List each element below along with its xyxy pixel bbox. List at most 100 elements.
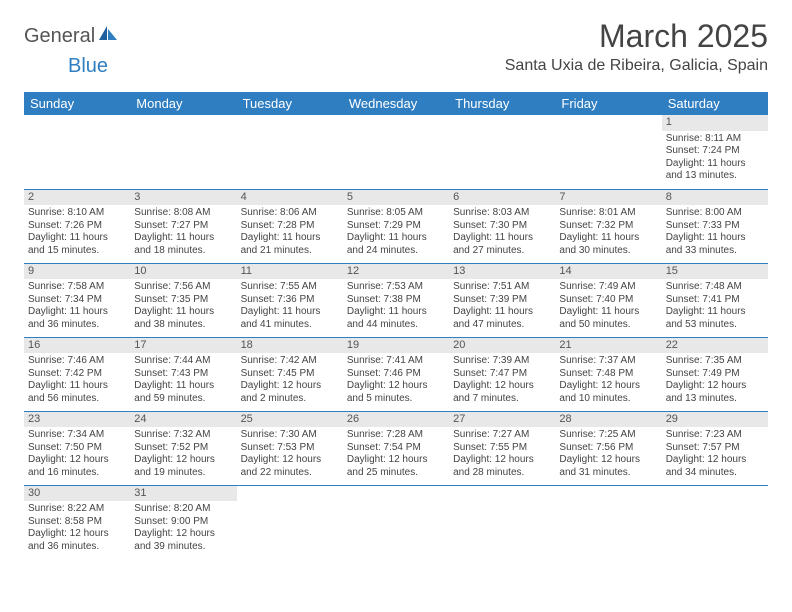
- weekday-header: Tuesday: [237, 92, 343, 115]
- sunrise-text: Sunrise: 8:06 AM: [241, 207, 339, 220]
- daylight-text: and 56 minutes.: [28, 393, 126, 406]
- daylight-text: Daylight: 12 hours: [241, 380, 339, 393]
- calendar-cell: 3Sunrise: 8:08 AMSunset: 7:27 PMDaylight…: [130, 189, 236, 263]
- daylight-text: and 47 minutes.: [453, 319, 551, 332]
- calendar-cell: 29Sunrise: 7:23 AMSunset: 7:57 PMDayligh…: [662, 411, 768, 485]
- daylight-text: Daylight: 11 hours: [559, 232, 657, 245]
- sunset-text: Sunset: 7:42 PM: [28, 368, 126, 381]
- day-number: 10: [130, 264, 236, 280]
- sunrise-text: Sunrise: 7:42 AM: [241, 355, 339, 368]
- day-number: 7: [555, 190, 661, 206]
- day-number: 9: [24, 264, 130, 280]
- sunset-text: Sunset: 7:57 PM: [666, 442, 764, 455]
- daylight-text: and 36 minutes.: [28, 319, 126, 332]
- day-number: 20: [449, 338, 555, 354]
- weekday-header: Friday: [555, 92, 661, 115]
- sunset-text: Sunset: 7:39 PM: [453, 294, 551, 307]
- sunset-text: Sunset: 7:34 PM: [28, 294, 126, 307]
- calendar-row: 16Sunrise: 7:46 AMSunset: 7:42 PMDayligh…: [24, 337, 768, 411]
- sunrise-text: Sunrise: 7:25 AM: [559, 429, 657, 442]
- daylight-text: and 25 minutes.: [347, 467, 445, 480]
- daylight-text: Daylight: 11 hours: [134, 306, 232, 319]
- daylight-text: Daylight: 12 hours: [28, 528, 126, 541]
- daylight-text: and 21 minutes.: [241, 245, 339, 258]
- calendar-cell: 2Sunrise: 8:10 AMSunset: 7:26 PMDaylight…: [24, 189, 130, 263]
- sunrise-text: Sunrise: 8:10 AM: [28, 207, 126, 220]
- daylight-text: and 24 minutes.: [347, 245, 445, 258]
- calendar-row: 30Sunrise: 8:22 AMSunset: 8:58 PMDayligh…: [24, 485, 768, 559]
- daylight-text: Daylight: 11 hours: [453, 306, 551, 319]
- sunrise-text: Sunrise: 7:55 AM: [241, 281, 339, 294]
- daylight-text: and 13 minutes.: [666, 170, 764, 183]
- sunset-text: Sunset: 7:46 PM: [347, 368, 445, 381]
- daylight-text: and 44 minutes.: [347, 319, 445, 332]
- sunset-text: Sunset: 7:32 PM: [559, 220, 657, 233]
- sunset-text: Sunset: 7:45 PM: [241, 368, 339, 381]
- calendar-cell: 11Sunrise: 7:55 AMSunset: 7:36 PMDayligh…: [237, 263, 343, 337]
- calendar-cell: 18Sunrise: 7:42 AMSunset: 7:45 PMDayligh…: [237, 337, 343, 411]
- sunrise-text: Sunrise: 7:27 AM: [453, 429, 551, 442]
- calendar-cell: [662, 485, 768, 559]
- sunset-text: Sunset: 7:50 PM: [28, 442, 126, 455]
- daylight-text: and 22 minutes.: [241, 467, 339, 480]
- sunset-text: Sunset: 7:53 PM: [241, 442, 339, 455]
- calendar-cell: 25Sunrise: 7:30 AMSunset: 7:53 PMDayligh…: [237, 411, 343, 485]
- day-number: 30: [24, 486, 130, 502]
- sunrise-text: Sunrise: 7:32 AM: [134, 429, 232, 442]
- calendar-cell: 16Sunrise: 7:46 AMSunset: 7:42 PMDayligh…: [24, 337, 130, 411]
- daylight-text: and 38 minutes.: [134, 319, 232, 332]
- sunset-text: Sunset: 7:56 PM: [559, 442, 657, 455]
- weekday-header: Wednesday: [343, 92, 449, 115]
- calendar-cell: 19Sunrise: 7:41 AMSunset: 7:46 PMDayligh…: [343, 337, 449, 411]
- sunrise-text: Sunrise: 8:03 AM: [453, 207, 551, 220]
- daylight-text: and 50 minutes.: [559, 319, 657, 332]
- calendar-cell: 30Sunrise: 8:22 AMSunset: 8:58 PMDayligh…: [24, 485, 130, 559]
- sunrise-text: Sunrise: 8:11 AM: [666, 133, 764, 146]
- daylight-text: Daylight: 12 hours: [453, 454, 551, 467]
- day-number: 2: [24, 190, 130, 206]
- month-title: March 2025: [505, 18, 768, 55]
- sunrise-text: Sunrise: 8:00 AM: [666, 207, 764, 220]
- day-number: 15: [662, 264, 768, 280]
- sunset-text: Sunset: 8:58 PM: [28, 516, 126, 529]
- calendar-cell: [449, 485, 555, 559]
- weekday-header: Sunday: [24, 92, 130, 115]
- calendar-cell: 7Sunrise: 8:01 AMSunset: 7:32 PMDaylight…: [555, 189, 661, 263]
- day-number: 26: [343, 412, 449, 428]
- calendar-cell: [237, 115, 343, 189]
- weekday-header: Saturday: [662, 92, 768, 115]
- daylight-text: Daylight: 11 hours: [666, 306, 764, 319]
- daylight-text: Daylight: 12 hours: [666, 454, 764, 467]
- daylight-text: Daylight: 11 hours: [347, 232, 445, 245]
- day-number: 19: [343, 338, 449, 354]
- weekday-header-row: Sunday Monday Tuesday Wednesday Thursday…: [24, 92, 768, 115]
- calendar-cell: [24, 115, 130, 189]
- sunrise-text: Sunrise: 8:05 AM: [347, 207, 445, 220]
- sunset-text: Sunset: 7:27 PM: [134, 220, 232, 233]
- calendar-table: Sunday Monday Tuesday Wednesday Thursday…: [24, 92, 768, 559]
- sunrise-text: Sunrise: 7:48 AM: [666, 281, 764, 294]
- daylight-text: Daylight: 11 hours: [28, 232, 126, 245]
- sunset-text: Sunset: 7:29 PM: [347, 220, 445, 233]
- sunrise-text: Sunrise: 7:46 AM: [28, 355, 126, 368]
- sunset-text: Sunset: 7:30 PM: [453, 220, 551, 233]
- day-number: 21: [555, 338, 661, 354]
- day-number: 12: [343, 264, 449, 280]
- daylight-text: and 16 minutes.: [28, 467, 126, 480]
- sunrise-text: Sunrise: 7:44 AM: [134, 355, 232, 368]
- calendar-row: 23Sunrise: 7:34 AMSunset: 7:50 PMDayligh…: [24, 411, 768, 485]
- sunrise-text: Sunrise: 8:08 AM: [134, 207, 232, 220]
- sunset-text: Sunset: 7:38 PM: [347, 294, 445, 307]
- daylight-text: and 2 minutes.: [241, 393, 339, 406]
- calendar-cell: 12Sunrise: 7:53 AMSunset: 7:38 PMDayligh…: [343, 263, 449, 337]
- calendar-cell: 21Sunrise: 7:37 AMSunset: 7:48 PMDayligh…: [555, 337, 661, 411]
- calendar-cell: 24Sunrise: 7:32 AMSunset: 7:52 PMDayligh…: [130, 411, 236, 485]
- daylight-text: and 18 minutes.: [134, 245, 232, 258]
- day-number: 23: [24, 412, 130, 428]
- daylight-text: Daylight: 11 hours: [241, 232, 339, 245]
- calendar-cell: [555, 485, 661, 559]
- daylight-text: Daylight: 11 hours: [666, 232, 764, 245]
- calendar-cell: [343, 115, 449, 189]
- day-number: 1: [662, 115, 768, 131]
- calendar-cell: 15Sunrise: 7:48 AMSunset: 7:41 PMDayligh…: [662, 263, 768, 337]
